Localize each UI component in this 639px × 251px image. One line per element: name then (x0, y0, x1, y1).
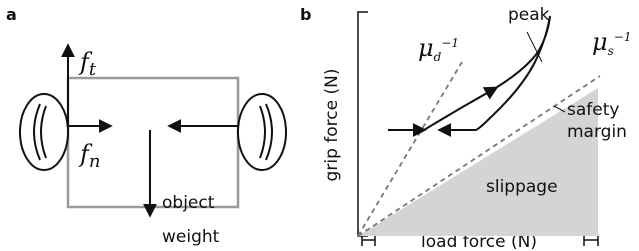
force-label: ft (78, 48, 97, 80)
mu-s-label: μs−1 (592, 28, 631, 58)
panel-label: b (300, 5, 311, 24)
finger (20, 94, 68, 170)
mu-d-label: μd−1 (418, 34, 459, 64)
sub: d (434, 50, 442, 64)
margin-label: margin (567, 122, 627, 142)
figure: a ft fn object weight b grip force (N) l… (0, 0, 639, 251)
weight-label: object (162, 193, 215, 213)
weight-label: weight (162, 227, 220, 247)
panel-label: a (6, 5, 17, 24)
sub: s (608, 44, 614, 58)
base: μ (592, 28, 608, 56)
base: μ (418, 34, 434, 62)
sub: t (89, 59, 97, 80)
force-label: fn (78, 140, 100, 172)
trajectory (476, 16, 550, 130)
sub: n (89, 151, 101, 172)
margin-label: safety (567, 100, 619, 120)
sup: −1 (441, 36, 459, 50)
object (68, 78, 238, 207)
panel-a: a ft fn object weight (6, 5, 286, 247)
peak-label: peak (508, 5, 550, 25)
y-bracket (358, 12, 368, 236)
slippage-label: slippage (486, 177, 558, 197)
y-label: grip force (N) (322, 69, 342, 182)
finger (238, 94, 286, 170)
pointer (554, 106, 565, 112)
panel-b: b grip force (N) load force (N) peak μd−… (300, 5, 631, 251)
sup: −1 (614, 30, 632, 44)
